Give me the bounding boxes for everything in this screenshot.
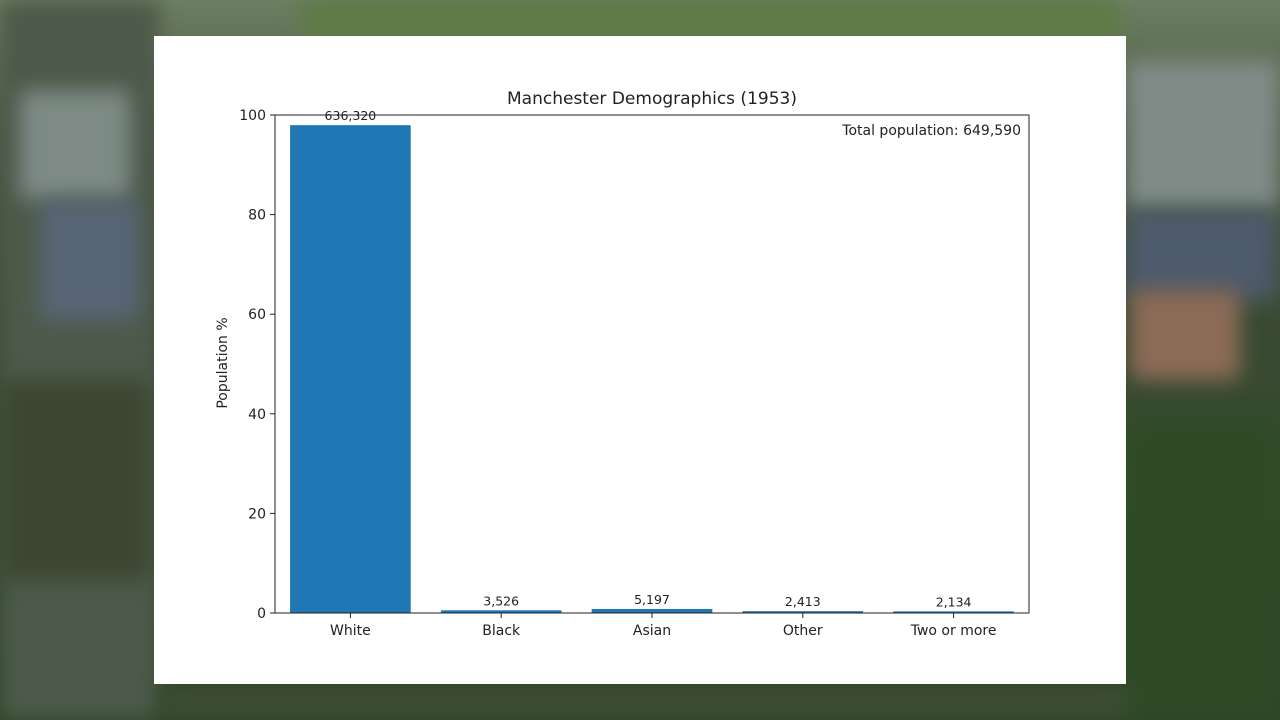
y-tick-label: 0 xyxy=(257,606,266,622)
bar-value-label: 2,413 xyxy=(785,594,821,609)
x-tick-label: Asian xyxy=(633,623,671,639)
bar-two-or-more xyxy=(893,611,1014,613)
chart-title: Manchester Demographics (1953) xyxy=(507,89,797,109)
x-tick-label: Other xyxy=(783,623,823,639)
bar-value-label: 3,526 xyxy=(483,593,519,608)
bar-black xyxy=(440,610,562,613)
total-population-annotation: Total population: 649,590 xyxy=(841,123,1021,139)
y-tick-label: 60 xyxy=(248,307,266,323)
y-tick-label: 40 xyxy=(248,407,266,423)
y-axis-label: Population % xyxy=(215,317,231,408)
bar-other xyxy=(742,611,864,613)
bar-chart: Manchester Demographics (1953) Populatio… xyxy=(215,89,1030,639)
bar-white xyxy=(290,125,411,613)
x-tick-label: White xyxy=(330,623,371,639)
chart-panel: Manchester Demographics (1953) Populatio… xyxy=(154,36,1126,684)
bar-value-label: 636,320 xyxy=(325,108,377,123)
bar-asian xyxy=(591,609,713,613)
plot-frame xyxy=(274,114,1030,614)
bar-value-label: 2,134 xyxy=(936,594,972,609)
y-tick-label: 100 xyxy=(239,108,266,124)
x-tick-label: Two or more xyxy=(910,623,997,639)
y-tick-label: 80 xyxy=(248,208,266,224)
x-tick-label: Black xyxy=(482,623,521,639)
bar-value-label: 5,197 xyxy=(634,592,670,607)
y-tick-label: 20 xyxy=(248,506,266,522)
